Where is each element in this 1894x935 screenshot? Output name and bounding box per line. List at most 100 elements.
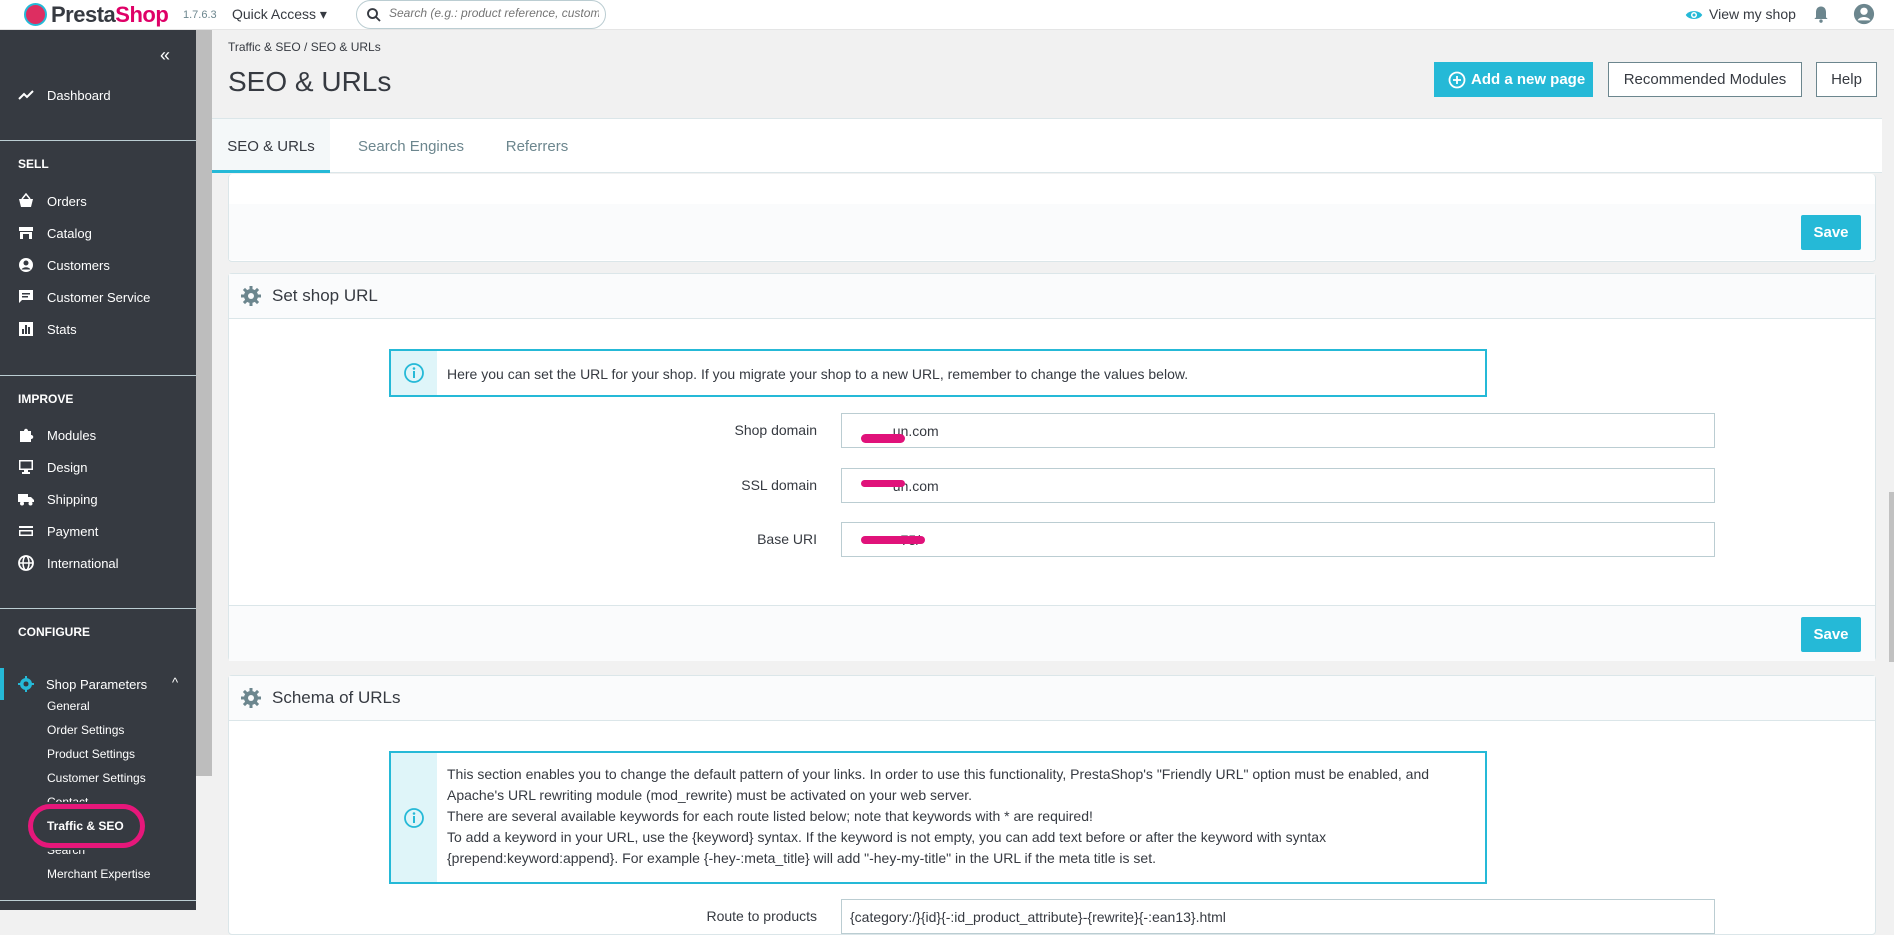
section-configure: CONFIGURE bbox=[18, 625, 90, 639]
divider bbox=[0, 140, 196, 141]
sidebar-item-catalog[interactable]: Catalog bbox=[0, 218, 196, 248]
bar-chart-icon bbox=[19, 322, 33, 336]
tab-seo-urls[interactable]: SEO & URLs bbox=[212, 119, 330, 173]
info-text: Here you can set the URL for your shop. … bbox=[447, 366, 1189, 382]
search-box[interactable] bbox=[356, 0, 606, 29]
bell-icon[interactable] bbox=[1811, 4, 1831, 24]
info-alert: This section enables you to change the d… bbox=[389, 751, 1487, 884]
sidebar-nav: « Dashboard SELL Orders Catalog Customer… bbox=[0, 30, 196, 910]
help-button[interactable]: Help bbox=[1816, 62, 1877, 97]
gear-icon bbox=[241, 286, 261, 306]
plus-circle-icon bbox=[1448, 71, 1466, 89]
sub-item-order-settings[interactable]: Order Settings bbox=[47, 723, 125, 737]
search-icon[interactable] bbox=[365, 6, 383, 24]
divider bbox=[212, 118, 1894, 119]
base-uri-input[interactable] bbox=[841, 522, 1715, 557]
panel-header: Set shop URL bbox=[229, 274, 1875, 319]
sidebar-scrollbar-thumb[interactable] bbox=[196, 30, 212, 776]
panel-footer: Save bbox=[229, 605, 1875, 661]
info-icon bbox=[404, 363, 424, 383]
truck-icon bbox=[18, 494, 34, 506]
sidebar-item-label: Customers bbox=[47, 258, 110, 273]
highlight-annotation bbox=[28, 804, 145, 848]
redaction-mark bbox=[861, 434, 905, 443]
sidebar-item-orders[interactable]: Orders bbox=[0, 186, 196, 216]
ssl-domain-label: SSL domain bbox=[741, 477, 817, 493]
gear-icon bbox=[241, 688, 261, 708]
recommended-modules-button[interactable]: Recommended Modules bbox=[1608, 62, 1802, 97]
account-icon[interactable] bbox=[1853, 3, 1875, 25]
sidebar-item-dashboard[interactable]: Dashboard bbox=[0, 80, 196, 110]
sub-item-general[interactable]: General bbox=[47, 699, 90, 713]
info-icon bbox=[404, 808, 424, 828]
collapse-sidebar-icon[interactable]: « bbox=[160, 45, 171, 65]
quick-access-dropdown[interactable]: Quick Access ▾ bbox=[232, 6, 327, 23]
add-new-page-button[interactable]: Add a new page bbox=[1434, 62, 1593, 97]
sidebar-item-label: International bbox=[47, 556, 119, 571]
page-scrollbar-thumb[interactable] bbox=[1889, 492, 1894, 662]
sidebar-item-modules[interactable]: Modules bbox=[0, 420, 196, 450]
divider bbox=[0, 375, 196, 376]
sub-item-merchant-expertise[interactable]: Merchant Expertise bbox=[47, 867, 151, 881]
shop-domain-label: Shop domain bbox=[734, 422, 817, 438]
info-text: This section enables you to change the d… bbox=[447, 764, 1469, 869]
sidebar-item-customers[interactable]: Customers bbox=[0, 250, 196, 280]
sidebar-item-customer-service[interactable]: Customer Service bbox=[0, 282, 196, 312]
save-button[interactable]: Save bbox=[1801, 215, 1861, 250]
sidebar-item-design[interactable]: Design bbox=[0, 452, 196, 482]
schema-of-urls-panel: Schema of URLs This section enables you … bbox=[228, 675, 1876, 935]
add-new-page-label: Add a new page bbox=[1471, 71, 1586, 88]
active-indicator bbox=[0, 668, 4, 700]
sidebar-item-label: Customer Service bbox=[47, 290, 151, 305]
view-my-shop-link[interactable]: View my shop bbox=[1709, 6, 1796, 22]
breadcrumb[interactable]: Traffic & SEO / SEO & URLs bbox=[228, 40, 381, 54]
set-shop-url-panel: Set shop URL Here you can set the URL fo… bbox=[228, 273, 1876, 661]
page-title: SEO & URLs bbox=[228, 66, 392, 97]
sidebar-scrollbar-track[interactable] bbox=[196, 776, 212, 910]
sub-item-traffic-seo[interactable]: Traffic & SEO bbox=[47, 819, 124, 833]
seo-urls-panel: Save bbox=[228, 174, 1876, 262]
main-content: Traffic & SEO / SEO & URLs SEO & URLs Ad… bbox=[212, 30, 1894, 935]
puzzle-icon bbox=[20, 428, 34, 442]
search-input[interactable] bbox=[389, 6, 599, 20]
route-to-products-label: Route to products bbox=[706, 908, 817, 924]
info-line-2: There are several available keywords for… bbox=[447, 808, 1093, 824]
shop-domain-input[interactable] bbox=[841, 413, 1715, 448]
sidebar-item-shop-parameters[interactable]: Shop Parameters ^ bbox=[0, 668, 196, 700]
sub-item-search[interactable]: Search bbox=[47, 843, 86, 857]
logo-text[interactable]: PrestaShop bbox=[51, 2, 169, 28]
caret-down-icon: ▾ bbox=[319, 6, 327, 22]
route-to-products-input[interactable] bbox=[841, 899, 1715, 934]
page-scrollbar-track[interactable] bbox=[1882, 30, 1894, 910]
version-label: 1.7.6.3 bbox=[183, 9, 217, 21]
redaction-mark bbox=[861, 480, 905, 487]
eye-icon[interactable] bbox=[1685, 6, 1703, 24]
chevron-up-icon: ^ bbox=[172, 675, 179, 690]
sidebar-item-label: Shop Parameters bbox=[46, 677, 148, 692]
prestashop-logo-icon[interactable] bbox=[24, 3, 47, 26]
sub-item-customer-settings[interactable]: Customer Settings bbox=[47, 771, 146, 785]
save-button[interactable]: Save bbox=[1801, 617, 1861, 652]
info-line-1: This section enables you to change the d… bbox=[447, 766, 1430, 803]
sidebar-item-payment[interactable]: Payment bbox=[0, 516, 196, 546]
ssl-domain-input[interactable] bbox=[841, 468, 1715, 503]
panel-header: Schema of URLs bbox=[229, 676, 1875, 721]
redaction-mark bbox=[861, 536, 925, 544]
sidebar-item-label: Design bbox=[47, 460, 88, 475]
sidebar-item-label: Catalog bbox=[47, 226, 92, 241]
sidebar-item-international[interactable]: International bbox=[0, 548, 196, 578]
logo-shop: Shop bbox=[115, 2, 169, 27]
tab-referrers[interactable]: Referrers bbox=[505, 138, 569, 155]
info-alert: Here you can set the URL for your shop. … bbox=[389, 349, 1487, 397]
base-uri-label: Base URI bbox=[757, 531, 817, 547]
sub-item-product-settings[interactable]: Product Settings bbox=[47, 747, 136, 761]
globe-icon bbox=[18, 555, 34, 571]
sidebar-item-label: Stats bbox=[47, 322, 77, 337]
divider bbox=[0, 608, 196, 609]
sidebar-item-stats[interactable]: Stats bbox=[0, 314, 196, 344]
sub-item-contact[interactable]: Contact bbox=[47, 795, 89, 809]
sidebar-item-label: Modules bbox=[47, 428, 97, 443]
sidebar-item-shipping[interactable]: Shipping bbox=[0, 484, 196, 514]
top-bar: PrestaShop 1.7.6.3 Quick Access ▾ View m… bbox=[0, 0, 1894, 30]
tab-search-engines[interactable]: Search Engines bbox=[358, 138, 464, 155]
